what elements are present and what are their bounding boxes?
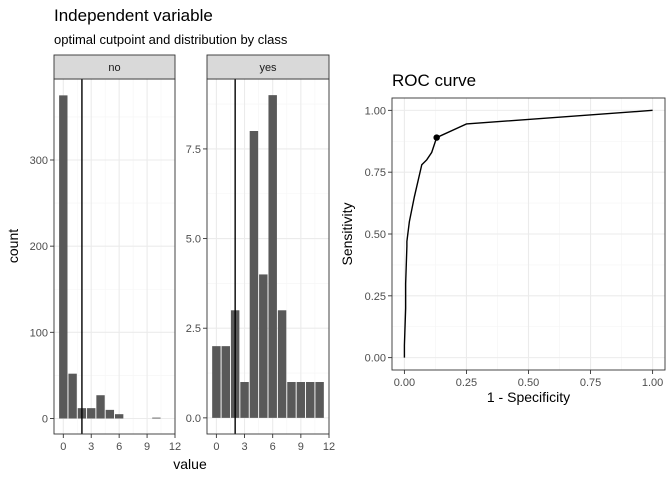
histogram-bar — [296, 382, 306, 418]
histogram-bar — [306, 382, 315, 418]
facet-strip — [53, 54, 176, 80]
y-tick-label: 2.5 — [186, 323, 201, 335]
histogram-panel-no: 0 3 6 9 12 0 100 200 300 no — [30, 54, 181, 453]
x-tick-label: 9 — [298, 441, 304, 453]
histogram-bar — [96, 395, 105, 419]
y-tick-label: 5.0 — [186, 234, 201, 246]
y-tick-label: 0.75 — [365, 167, 386, 179]
y-tick-label: 0.25 — [365, 291, 386, 303]
x-tick-label: 0.75 — [580, 377, 601, 389]
y-tick-label: 100 — [30, 327, 48, 339]
y-tick-label: 1.00 — [365, 105, 386, 117]
histogram-x-axis-title: value — [173, 456, 207, 472]
histogram-bar — [221, 346, 230, 418]
x-tick-label: 12 — [323, 441, 335, 453]
y-tick-label: 0.0 — [186, 413, 201, 425]
histogram-bar — [114, 414, 124, 419]
histogram-bar — [68, 373, 77, 419]
x-tick-label: 3 — [88, 441, 94, 453]
histogram-bar — [105, 409, 115, 419]
x-tick-label: 6 — [116, 441, 122, 453]
x-tick-label: 0 — [60, 441, 66, 453]
page-title: Independent variable — [54, 6, 213, 25]
x-tick-label: 12 — [169, 441, 181, 453]
histogram-bar — [87, 408, 96, 419]
roc-title: ROC curve — [392, 71, 476, 90]
x-tick-label: 1.00 — [642, 377, 663, 389]
facet-strip-label: yes — [259, 62, 277, 74]
y-tick-label: 300 — [30, 155, 48, 167]
histogram-bar — [249, 130, 259, 418]
histogram-bar — [315, 382, 324, 418]
roc-y-axis-title: Sensitivity — [339, 202, 355, 265]
x-tick-label: 0.00 — [394, 377, 415, 389]
facet-strip-label: no — [108, 62, 120, 74]
histogram-bar — [259, 274, 268, 418]
page-subtitle: optimal cutpoint and distribution by cla… — [54, 32, 288, 47]
histogram-panel-yes: 0 3 6 9 12 0.0 2.5 5.0 7.5 yes — [186, 54, 335, 453]
histogram-bar — [287, 382, 296, 418]
histogram-bar — [212, 346, 221, 418]
facet-strip — [206, 54, 330, 80]
y-tick-label: 0.50 — [365, 229, 386, 241]
histogram-bar — [152, 417, 161, 419]
optimal-cutpoint-marker — [433, 134, 440, 141]
histogram-bar — [268, 95, 277, 418]
histogram-bar — [277, 310, 287, 418]
roc-panel: 0.00 0.25 0.50 0.75 1.00 0.00 0.25 0.50 0.75 1.00… — [339, 71, 666, 405]
y-tick-label: 200 — [30, 241, 48, 253]
x-tick-label: 6 — [270, 441, 276, 453]
roc-x-axis-title: 1 - Specificity — [487, 389, 570, 405]
histogram-bar — [59, 95, 68, 419]
x-tick-label: 3 — [241, 441, 247, 453]
y-tick-label: 7.5 — [186, 144, 201, 156]
x-tick-label: 0 — [213, 441, 219, 453]
x-tick-label: 0.50 — [518, 377, 539, 389]
y-tick-label: 0.00 — [365, 353, 386, 365]
histogram-y-axis-title: count — [5, 229, 21, 263]
x-tick-label: 9 — [144, 441, 150, 453]
x-tick-label: 0.25 — [456, 377, 477, 389]
histogram-bar — [240, 382, 249, 418]
y-tick-label: 0 — [42, 413, 48, 425]
